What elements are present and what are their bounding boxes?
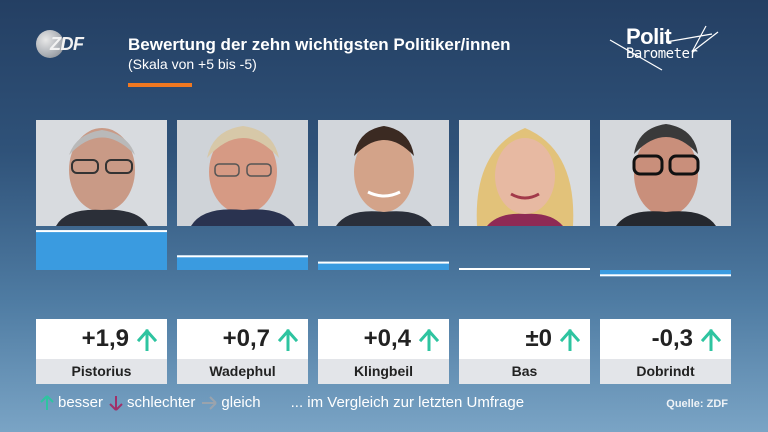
value-label: -0,3 [651,325,693,352]
zdf-logo-text: ZDF [50,34,84,54]
legend-same-label: gleich [221,394,261,411]
value-card-wadephul: +0,7 Wadephul [177,319,308,384]
person-photo-icon [177,120,308,226]
bar-pistorius [36,230,167,270]
bar-edge-bas [459,268,590,270]
value-box: +0,4 [318,319,449,359]
person-photo-icon [600,120,731,226]
legend-worse: schlechter [109,394,195,411]
bar-edge-klingbeil [318,261,449,264]
name-box: Bas [459,359,590,384]
photo-dobrindt [600,120,731,226]
zdf-logo: ZDF [36,30,88,58]
legend-better: besser [40,394,103,411]
value-label: +1,9 [81,325,129,352]
name-box: Pistorius [36,359,167,384]
person-photo-icon [36,120,167,226]
politician-name: Wadephul [209,363,276,379]
photo-pistorius [36,120,167,226]
value-card-pistorius: +1,9 Pistorius [36,319,167,384]
value-label: +0,4 [363,325,411,352]
legend-worse-label: schlechter [127,394,196,411]
value-card-dobrindt: -0,3 Dobrindt [600,319,731,384]
politbarometer-word-1: Polit [626,24,672,49]
name-box: Dobrindt [600,359,731,384]
value-box: -0,3 [600,319,731,359]
name-box: Klingbeil [318,359,449,384]
politbarometer-logo-lines [609,25,719,71]
bar-edge-dobrindt [600,274,731,277]
title-accent-line [128,83,192,87]
politbarometer-word-2: Barometer [626,46,698,62]
value-card-klingbeil: +0,4 Klingbeil [318,319,449,384]
bar-wadephul [177,255,308,270]
value-box: ±0 [459,319,590,359]
legend-same: gleich [201,394,261,411]
bar-edge-wadephul [177,255,308,258]
value-label: ±0 [525,325,552,352]
bar-bas [459,268,590,270]
up-arrow-icon [137,329,157,351]
legend-note: ... im Vergleich zur letzten Umfrage [290,394,525,411]
name-box: Wadephul [177,359,308,384]
politbarometer-logo: Polit Barometer [606,22,726,72]
bar-klingbeil [318,261,449,270]
photo-klingbeil [318,120,449,226]
politician-name: Dobrindt [636,363,695,379]
value-box: +0,7 [177,319,308,359]
photo-bas [459,120,590,226]
up-arrow-icon [560,329,580,351]
chart-title: Bewertung der zehn wichtigsten Politiker… [128,35,511,54]
zdf-logo-mark [36,30,64,58]
value-box: +1,9 [36,319,167,359]
person-photo-icon [459,120,590,226]
chart-subtitle: (Skala von +5 bis -5) [128,56,257,72]
source-label: Quelle: ZDF [666,398,728,410]
value-card-bas: ±0 Bas [459,319,590,384]
up-arrow-icon [419,329,439,351]
value-label: +0,7 [222,325,270,352]
person-photo-icon [318,120,449,226]
photo-wadephul [177,120,308,226]
legend: besser schlechter gleich ... im Vergleic… [40,394,524,411]
right-arrow-icon [202,395,218,410]
up-arrow-icon [278,329,298,351]
bar-edge-pistorius [36,230,167,233]
politician-name: Klingbeil [353,363,414,379]
bar-dobrindt [600,270,731,277]
up-arrow-icon [701,329,721,351]
down-arrow-icon [109,395,123,411]
politician-name: Bas [511,363,538,379]
up-arrow-icon [40,394,54,410]
politician-name: Pistorius [71,363,132,379]
legend-better-label: besser [58,394,104,411]
